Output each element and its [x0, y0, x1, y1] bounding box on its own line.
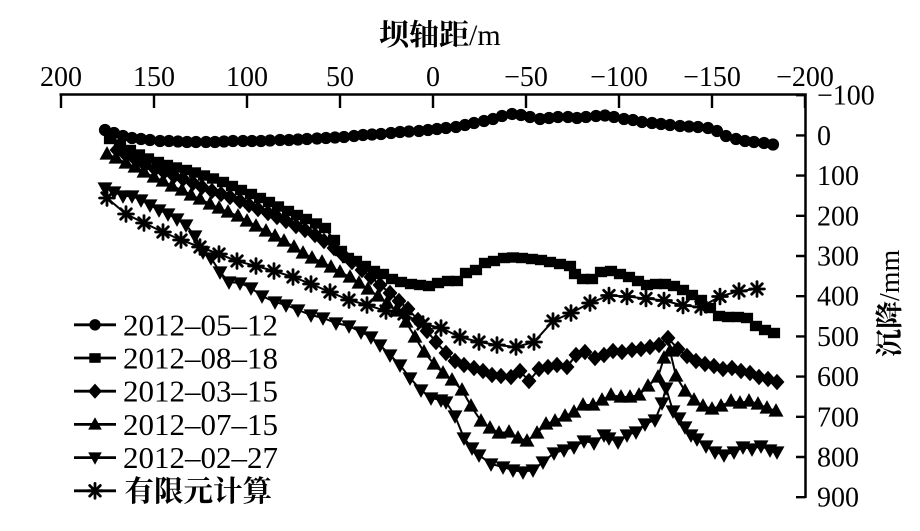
- svg-text:−150: −150: [683, 62, 741, 93]
- svg-text:200: 200: [817, 201, 859, 232]
- svg-text:400: 400: [817, 282, 859, 313]
- svg-text:2012–08–18: 2012–08–18: [123, 341, 278, 376]
- svg-text:50: 50: [326, 62, 354, 93]
- svg-text:−200: −200: [776, 62, 834, 93]
- svg-text:/m: /m: [469, 19, 501, 52]
- svg-text:2012–03–15: 2012–03–15: [123, 374, 278, 409]
- svg-text:500: 500: [817, 322, 859, 353]
- svg-text:−100: −100: [590, 62, 648, 93]
- svg-text:800: 800: [817, 443, 859, 474]
- svg-text:/mm: /mm: [875, 249, 906, 301]
- svg-text:100: 100: [817, 161, 859, 192]
- svg-text:2012–07–15: 2012–07–15: [123, 407, 278, 442]
- svg-text:150: 150: [133, 62, 175, 93]
- svg-text:−50: −50: [504, 62, 548, 93]
- svg-text:200: 200: [40, 62, 82, 93]
- svg-text:2012–05–12: 2012–05–12: [123, 307, 278, 342]
- svg-text:700: 700: [817, 402, 859, 433]
- svg-text:0: 0: [426, 62, 440, 93]
- svg-text:900: 900: [817, 483, 859, 514]
- svg-text:600: 600: [817, 362, 859, 393]
- svg-text:2012–02–27: 2012–02–27: [123, 440, 278, 475]
- svg-text:300: 300: [817, 242, 859, 273]
- svg-text:0: 0: [817, 121, 831, 152]
- svg-text:100: 100: [226, 62, 268, 93]
- svg-text:−100: −100: [817, 81, 875, 112]
